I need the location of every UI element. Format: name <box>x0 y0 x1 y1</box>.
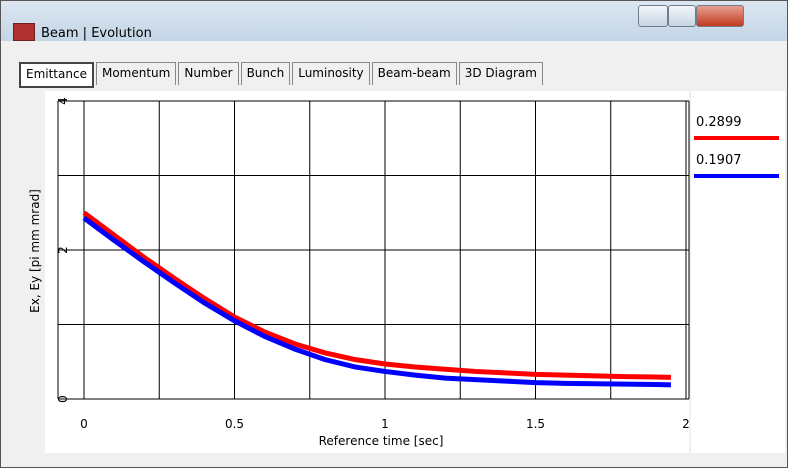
minimize-button[interactable] <box>638 5 668 27</box>
title-bar: Beam | Evolution <box>1 1 787 41</box>
y-tick-label: 4 <box>56 97 70 105</box>
tab[interactable]: 3D Diagram <box>458 62 543 85</box>
legend-background <box>691 91 785 453</box>
close-button[interactable] <box>696 5 744 27</box>
x-tick-label: 2 <box>682 417 690 431</box>
plot-background <box>45 91 689 453</box>
x-tick-label: 0.5 <box>225 417 244 431</box>
window-title: Beam | Evolution <box>41 26 152 41</box>
legend-label: 0.2899 <box>696 115 742 130</box>
data-line <box>82 210 672 380</box>
tab[interactable]: Bunch <box>240 62 291 85</box>
x-tick-label: 0 <box>80 417 88 431</box>
tab[interactable]: Luminosity <box>292 62 370 85</box>
x-axis-label: Reference time [sec] <box>319 434 444 448</box>
tab[interactable]: Beam-beam <box>371 62 457 85</box>
x-tick-label: 1.5 <box>526 417 545 431</box>
x-tick-label: 1 <box>381 417 389 431</box>
tab[interactable]: Momentum <box>95 62 177 85</box>
maximize-button[interactable] <box>668 5 696 27</box>
tab[interactable]: Emittance <box>19 62 94 88</box>
legend-label: 0.1907 <box>696 153 742 168</box>
data-line <box>82 215 672 388</box>
y-axis-label: Ex, Ey [pi mm mrad] <box>28 189 42 313</box>
y-tick-label: 2 <box>56 246 70 254</box>
y-tick-label: 0 <box>56 395 70 403</box>
tab[interactable]: Number <box>178 62 239 85</box>
tab-bar: Emittance Momentum Number Bunch Luminosity Be… <box>19 62 545 88</box>
app-icon <box>13 23 35 41</box>
